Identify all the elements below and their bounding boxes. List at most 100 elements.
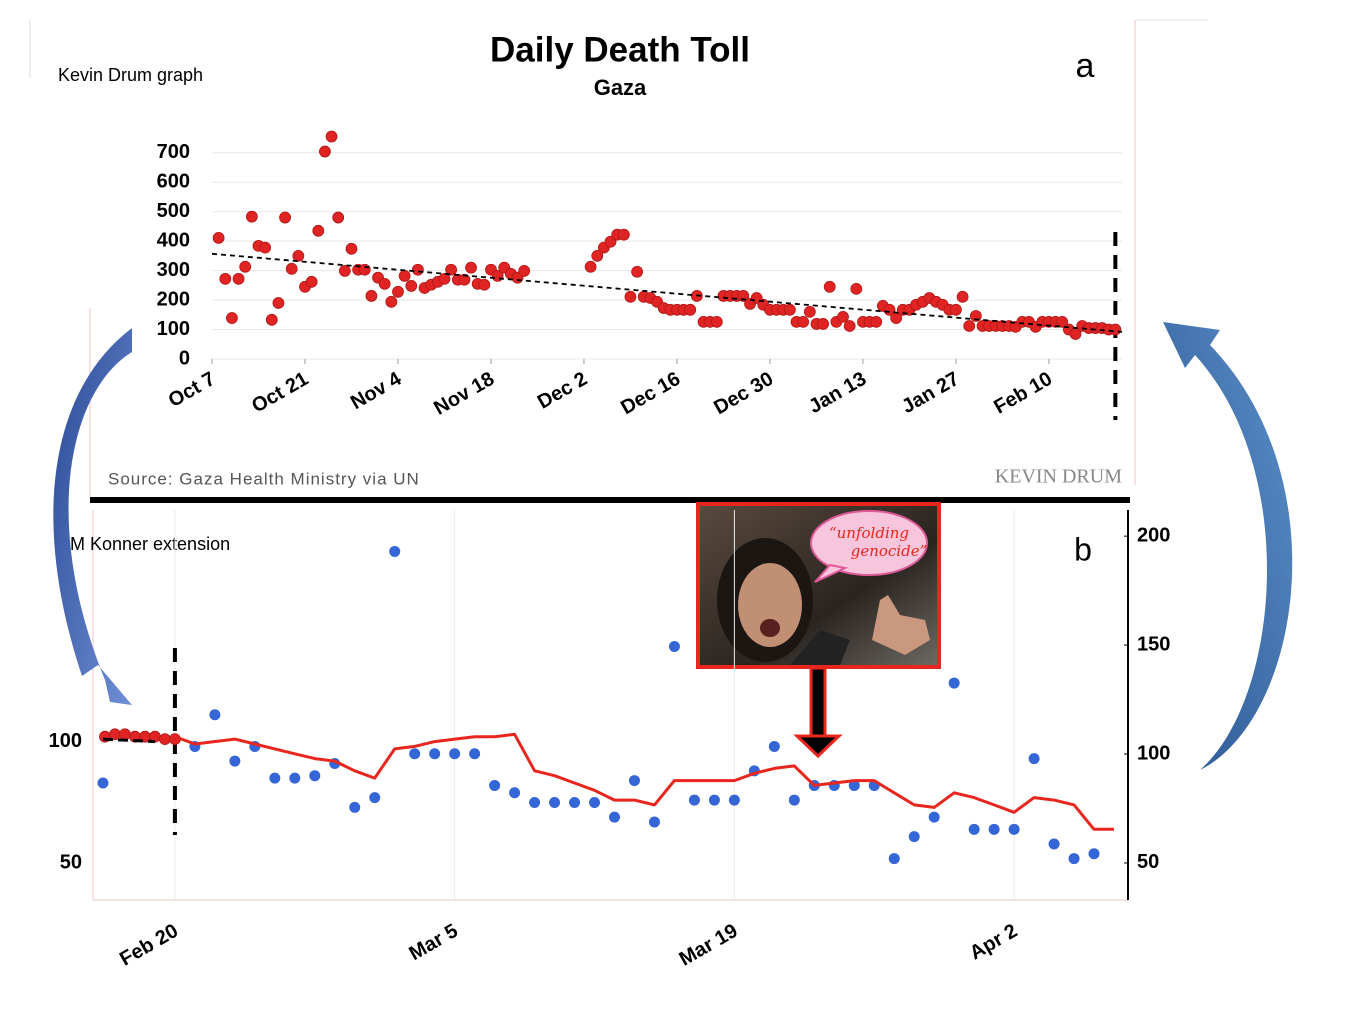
dot bbox=[345, 242, 358, 255]
dot bbox=[608, 811, 620, 823]
dot bbox=[272, 297, 285, 309]
y-tick-label: 200 bbox=[157, 288, 190, 310]
dot bbox=[159, 733, 171, 746]
dot bbox=[469, 748, 481, 760]
dot bbox=[648, 816, 660, 828]
dot bbox=[369, 792, 381, 804]
chart-title: Daily Death Toll bbox=[490, 30, 750, 69]
y-tick-label: 400 bbox=[157, 229, 190, 251]
x-tick-label: Apr 2 bbox=[966, 920, 1021, 965]
dot bbox=[710, 315, 723, 328]
dot bbox=[783, 303, 796, 316]
y-tick-label: 50 bbox=[60, 852, 82, 874]
dot bbox=[803, 305, 816, 318]
dot bbox=[429, 748, 441, 760]
dot bbox=[788, 794, 800, 806]
arrow bbox=[53, 328, 132, 705]
dot bbox=[737, 290, 750, 302]
dot bbox=[289, 772, 301, 784]
dot bbox=[708, 794, 720, 806]
panel-label: a bbox=[1076, 47, 1095, 85]
dot bbox=[229, 755, 241, 767]
dot bbox=[97, 777, 109, 789]
dot bbox=[378, 277, 391, 290]
y-tick-label: 100 bbox=[49, 730, 82, 752]
dot bbox=[617, 228, 630, 241]
dot bbox=[445, 263, 458, 276]
dot bbox=[549, 797, 561, 808]
dot bbox=[684, 303, 697, 316]
dot bbox=[1056, 315, 1069, 328]
dot bbox=[358, 263, 371, 276]
chart-subtitle: Gaza bbox=[594, 75, 647, 100]
dot bbox=[239, 260, 252, 273]
dot bbox=[385, 295, 398, 308]
x-tick-label: Mar 5 bbox=[406, 920, 462, 965]
dot bbox=[269, 772, 281, 784]
dot bbox=[412, 263, 424, 276]
y2-tick-label: 200 bbox=[1137, 524, 1170, 546]
dot bbox=[478, 278, 491, 291]
dot bbox=[728, 794, 740, 806]
dot bbox=[309, 770, 321, 782]
y-tick-label: 500 bbox=[157, 200, 190, 222]
dot bbox=[409, 748, 421, 760]
dot bbox=[950, 303, 962, 316]
y2-tick-label: 100 bbox=[1137, 742, 1170, 764]
dot bbox=[888, 853, 900, 865]
dot bbox=[817, 318, 829, 330]
x-tick-label: Dec 16 bbox=[617, 368, 684, 419]
panel-label: b bbox=[1074, 531, 1092, 567]
trend-line bbox=[102, 737, 155, 744]
y-tick-label: 700 bbox=[157, 141, 190, 163]
dot bbox=[285, 262, 298, 275]
x-tick-label: Dec 2 bbox=[534, 368, 591, 414]
dot bbox=[956, 290, 969, 303]
dot bbox=[529, 797, 541, 808]
y-tick-label: 0 bbox=[179, 347, 190, 369]
x-tick-label: Mar 19 bbox=[676, 920, 742, 971]
pointer-arrow bbox=[793, 666, 843, 759]
y-tick-label: 300 bbox=[157, 259, 190, 281]
dot bbox=[1068, 853, 1080, 865]
dot bbox=[569, 797, 581, 808]
dot bbox=[245, 210, 258, 223]
dot bbox=[338, 264, 351, 277]
x-tick-label: Jan 27 bbox=[898, 368, 963, 418]
dot bbox=[1008, 823, 1020, 835]
dot bbox=[668, 641, 680, 652]
dot bbox=[365, 290, 378, 302]
dot bbox=[823, 280, 836, 293]
watermark: KEVIN DRUM bbox=[995, 466, 1122, 488]
dot bbox=[968, 823, 980, 835]
line bbox=[174, 732, 1114, 831]
dot bbox=[848, 779, 860, 791]
dot bbox=[312, 224, 325, 237]
dot bbox=[1088, 848, 1100, 860]
dot bbox=[870, 315, 883, 328]
dot bbox=[797, 315, 810, 328]
dot bbox=[928, 811, 940, 823]
x-tick-label: Feb 10 bbox=[990, 368, 1056, 419]
dot bbox=[591, 249, 604, 262]
dot bbox=[232, 272, 245, 285]
dot bbox=[392, 285, 404, 298]
dot bbox=[518, 264, 531, 277]
dot bbox=[948, 677, 960, 689]
x-tick-label: Nov 18 bbox=[430, 368, 498, 420]
dot bbox=[212, 231, 225, 244]
dot bbox=[332, 211, 345, 224]
dot bbox=[628, 775, 640, 787]
arrow bbox=[1163, 322, 1293, 770]
dot bbox=[349, 801, 361, 813]
y2-tick-label: 50 bbox=[1137, 851, 1159, 873]
dot bbox=[398, 270, 411, 282]
dot bbox=[259, 241, 272, 254]
x-tick-label: Oct 7 bbox=[165, 368, 219, 412]
dot bbox=[226, 312, 238, 324]
dot bbox=[449, 748, 461, 760]
dot bbox=[119, 728, 131, 741]
dot bbox=[584, 260, 597, 273]
dot bbox=[438, 272, 451, 285]
